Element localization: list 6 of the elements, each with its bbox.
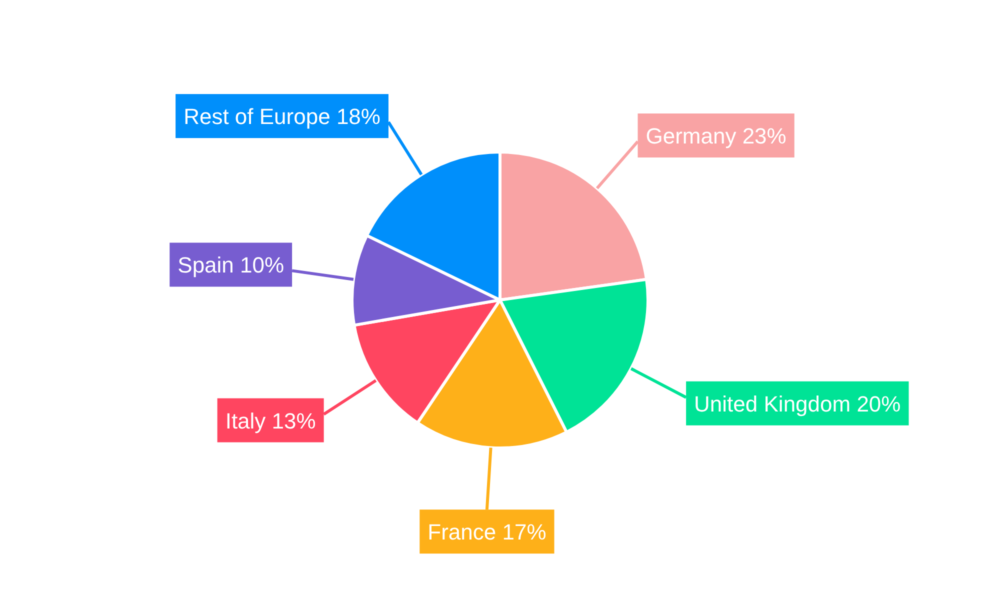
slice-label: Germany 23% [646, 123, 786, 148]
slice-label: Spain 10% [178, 252, 284, 278]
slice-label: France 17% [428, 520, 546, 545]
slice-label: Rest of Europe 18% [184, 104, 380, 130]
slice-label: United Kingdom 20% [694, 391, 901, 416]
slice-label: Italy 13% [225, 408, 316, 434]
